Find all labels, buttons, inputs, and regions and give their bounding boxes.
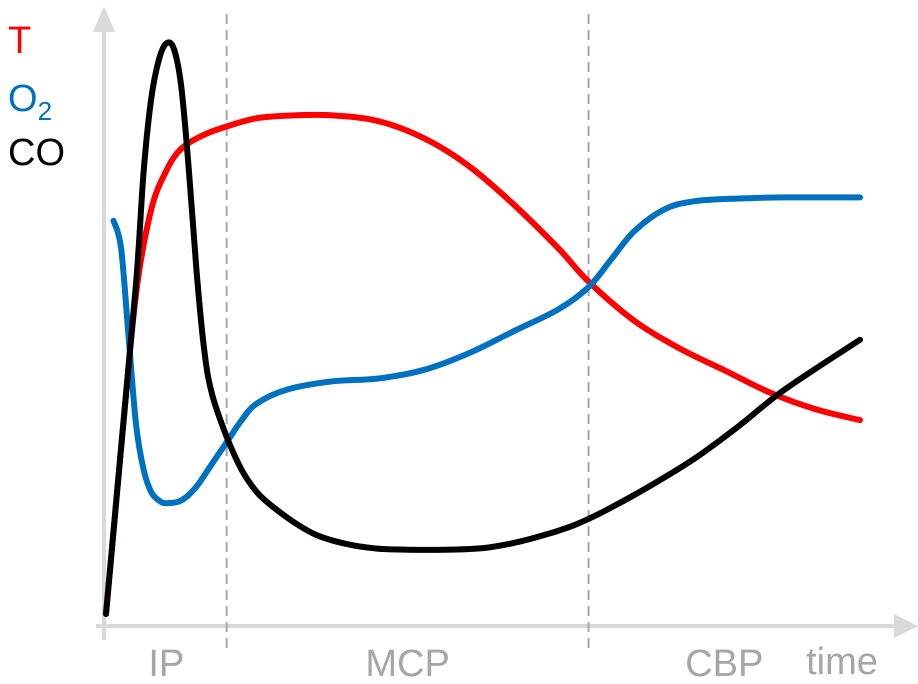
- phase-label-mcp: MCP: [365, 643, 449, 684]
- y-axis-arrow: [93, 6, 115, 32]
- phase-label-cbp: CBP: [685, 643, 763, 684]
- phase-label-ip: IP: [148, 643, 184, 684]
- series-line-o2: [110, 194, 863, 507]
- legend-text-co: CO: [8, 132, 65, 174]
- legend-subscript-o2: 2: [37, 96, 53, 126]
- phase-dividers: [225, 14, 590, 650]
- x-axis-title: time: [806, 641, 878, 683]
- x-axis-arrow: [894, 614, 918, 638]
- phase-labels: IP MCP CBP: [148, 643, 763, 684]
- legend-text-t: T: [8, 20, 32, 62]
- series-line-co: [103, 39, 863, 617]
- legend-item-o2: O2: [8, 78, 52, 124]
- legend-text-o2: O: [8, 78, 38, 120]
- legend-item-co: CO: [8, 134, 65, 172]
- legend-item-t: T: [8, 22, 31, 60]
- axes: [93, 6, 918, 640]
- series-lines: [103, 39, 863, 617]
- series-line-t: [103, 111, 863, 617]
